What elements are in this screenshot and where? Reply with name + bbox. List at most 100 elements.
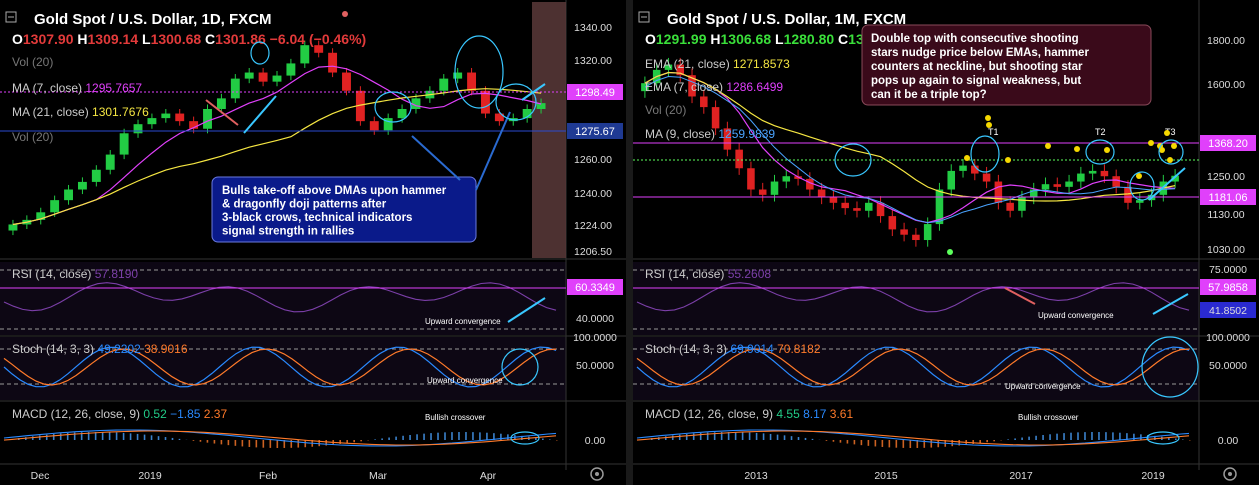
macd-histogram-bar (685, 434, 688, 440)
candle-body (723, 128, 732, 150)
settings-gear-icon[interactable] (590, 467, 604, 481)
price-tag: 1275.67 (575, 126, 615, 138)
ohlc-value: H (707, 31, 721, 47)
macd-legend: MACD (12, 26, close, 9) 0.52 −1.85 2.37 (12, 407, 227, 421)
pattern-highlight-ellipse (454, 35, 504, 109)
chart-panel-monthly[interactable]: 1800.001600.001400.001250.001130.001030.… (633, 0, 1259, 485)
candle-body (481, 90, 490, 114)
macd-histogram-bar (874, 440, 877, 447)
rsi-note: Upward convergence (425, 317, 501, 326)
indicator-legend: Vol (20) (12, 130, 53, 144)
pattern-highlight-ellipse (1129, 171, 1155, 201)
rsi-trend-arrow (1152, 293, 1189, 315)
macd-histogram-bar (122, 432, 125, 440)
candle-body (900, 229, 908, 235)
macd-histogram-bar (853, 440, 856, 445)
macd-histogram-bar (479, 432, 481, 440)
price-axis-tick: 1224.00 (574, 220, 612, 232)
trend-arrow (243, 95, 277, 134)
candle-body (314, 45, 324, 53)
chart-title: Gold Spot / U.S. Dollar, 1M, FXCM (667, 11, 906, 28)
macd-histogram-bar (713, 432, 716, 440)
signal-dot (1104, 147, 1110, 153)
candle-body (735, 149, 743, 169)
annotation-box (211, 176, 477, 243)
price-tag-bg (567, 84, 623, 100)
ohlc-value: 1309.14 (88, 31, 139, 47)
stoch-highlight-ellipse (501, 348, 539, 386)
macd-histogram-bar (325, 440, 328, 446)
time-axis-tick: 2019 (1141, 470, 1165, 482)
macd-histogram-bar (895, 440, 898, 448)
rsi-tick-bg (1200, 302, 1256, 318)
macd-histogram-bar (542, 438, 544, 440)
fast-ma-line (644, 71, 1176, 224)
macd-histogram-bar (923, 440, 926, 448)
chart-canvas-daily[interactable]: 1340.001320.001300.001280.001260.001240.… (0, 0, 626, 485)
candle-body (91, 169, 101, 182)
signal-dot (1045, 143, 1051, 149)
macd-histogram-bar (1182, 439, 1184, 440)
candle-body (1077, 173, 1085, 182)
macd-histogram-bar (1133, 433, 1135, 440)
macd-axis-tick: 0.00 (1218, 435, 1239, 447)
stoch-axis-tick: 100.0000 (1206, 332, 1250, 344)
candle-body (300, 45, 310, 64)
time-axis-tick: Mar (369, 470, 388, 482)
macd-histogram-bar (1098, 432, 1100, 440)
ohlc-value: 1306.68 (721, 31, 772, 47)
annotation-text: pops up again to signal weakness, but (871, 75, 1081, 87)
macd-histogram-bar (178, 438, 181, 440)
stoch-axis-tick: 50.0000 (1209, 360, 1247, 372)
rsi-pane-bg (633, 262, 1199, 335)
macd-histogram-bar (734, 432, 737, 440)
price-axis-tick: 1600.00 (1207, 79, 1245, 91)
candle-body (688, 75, 696, 97)
candle-body (758, 189, 767, 195)
settings-gear-icon[interactable] (1223, 467, 1237, 481)
price-axis-tick: 1250.00 (1207, 171, 1245, 183)
macd-histogram-bar (832, 440, 835, 442)
macd-histogram-bar (1112, 432, 1114, 440)
macd-histogram-bar (706, 432, 709, 440)
rsi-tag-bg (567, 279, 623, 295)
macd-histogram-bar (290, 440, 293, 448)
stoch-note: Upward convergence (1005, 382, 1081, 391)
macd-histogram-bar (507, 434, 509, 440)
candle-body (806, 178, 814, 190)
chart-canvas-monthly[interactable]: 1800.001600.001400.001250.001130.001030.… (633, 0, 1259, 485)
annotation-text: can it be a triple top? (871, 89, 987, 101)
price-axis-tick: 1130.00 (1207, 209, 1244, 221)
macd-histogram-bar (825, 440, 828, 441)
signal-dot (1136, 173, 1142, 179)
ohlc-value: L (138, 31, 151, 47)
candle-body (258, 72, 268, 82)
macd-histogram-bar (395, 436, 397, 440)
collapse-icon[interactable] (5, 11, 17, 23)
macd-histogram-bar (192, 440, 195, 441)
candle-body (711, 107, 720, 129)
macd-histogram-bar (1042, 434, 1044, 440)
annotation-text: signal strength in rallies (222, 226, 354, 238)
macd-histogram-bar (472, 432, 474, 440)
chart-panel-daily[interactable]: 1340.001320.001300.001280.001260.001240.… (0, 0, 626, 485)
candle-body (853, 208, 861, 211)
signal-dot (1164, 130, 1170, 136)
macd-histogram-bar (129, 433, 132, 440)
collapse-icon[interactable] (638, 11, 650, 23)
macd-histogram-bar (748, 432, 751, 440)
macd-histogram-bar (958, 440, 961, 446)
time-axis-tick: Dec (31, 470, 50, 482)
candle-body (8, 224, 18, 231)
price-tag: 1368.20 (1208, 138, 1248, 150)
signal-dot (1005, 157, 1011, 163)
ohlc-value: O (12, 31, 23, 47)
macd-signal-line (3, 430, 557, 446)
macd-histogram-bar (87, 432, 90, 440)
macd-histogram-bar (437, 432, 439, 440)
price-axis-tick: 1206.50 (574, 246, 612, 258)
rsi-line (636, 282, 1190, 313)
stoch-k-line (3, 346, 557, 388)
macd-histogram-bar (213, 440, 216, 444)
pattern-highlight-ellipse (1085, 139, 1115, 165)
